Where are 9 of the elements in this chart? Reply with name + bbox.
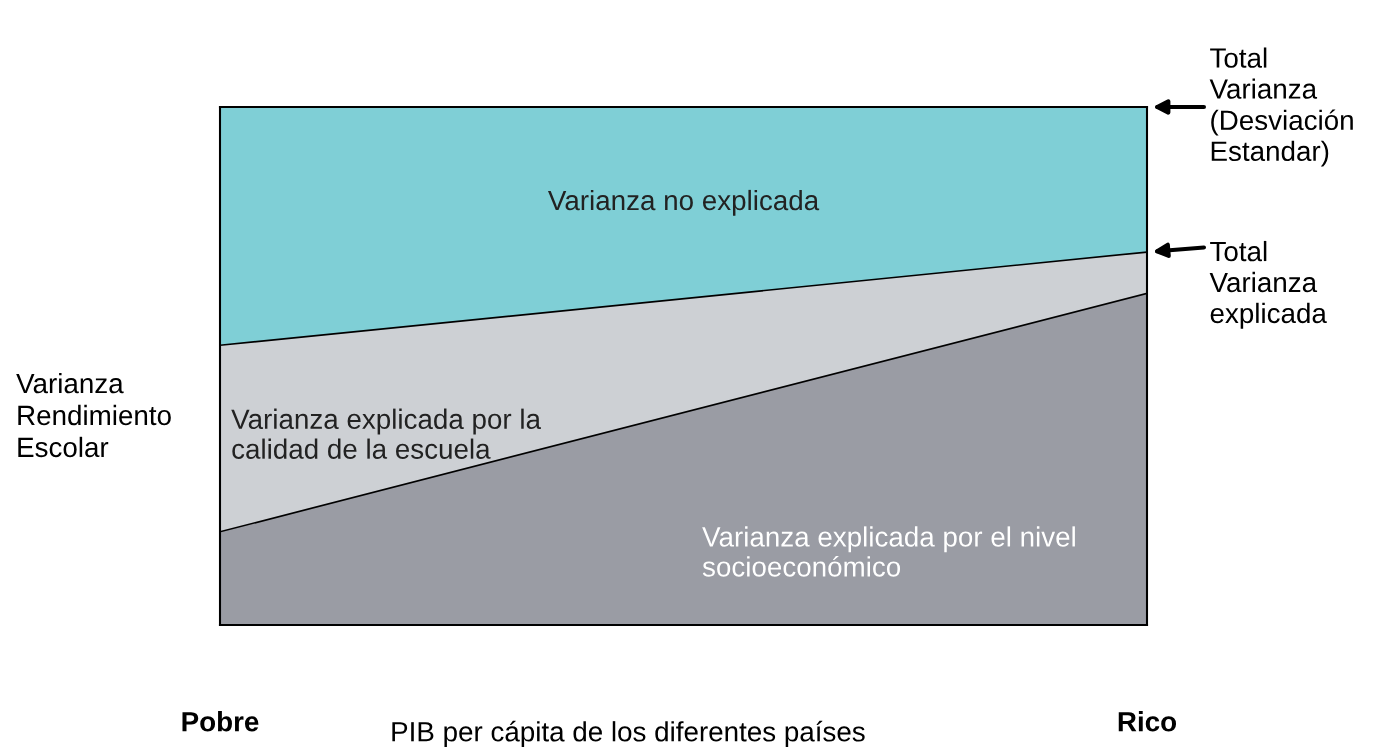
x-tick-label: Rico [1118,711,1177,732]
series-label: Varianza explicada por el nivel socioeconómico [702,526,1075,577]
x-axis-title: PIB per cápita de los diferentes países [392,720,865,748]
y-axis-title: Varianza Rendimiento Escolar [16,372,171,458]
series-label: Varianza explicada por la calidad de la escuela [231,408,541,459]
series-label: Varianza no explicada [547,189,820,216]
annotation: Total Varianza explicada [1209,240,1327,329]
x-tick-label: Pobre [182,711,259,732]
annotation: Total Varianza (Desviación Estandar) [1209,47,1353,167]
